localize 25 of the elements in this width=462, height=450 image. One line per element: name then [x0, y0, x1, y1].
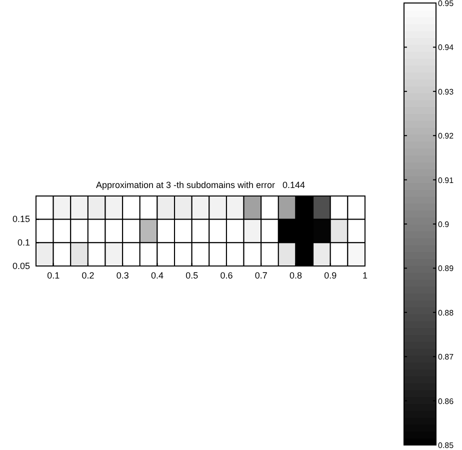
x-tick-label: 0.4	[150, 270, 164, 280]
y-tick-label: 0.05	[12, 260, 30, 271]
x-tick-label: 0.9	[324, 270, 337, 280]
color-bar-label: 0.85	[438, 441, 454, 450]
color-bar-label: 0.88	[438, 308, 454, 318]
x-tick-label: 0.2	[82, 270, 94, 280]
color-bar-label: 0.89	[438, 264, 454, 274]
color-bar-label: 0.92	[438, 132, 454, 141]
x-tick-label: 0.1	[47, 270, 60, 280]
x-tick-label: 0.7	[254, 270, 268, 280]
x-tick-label: 0.6	[220, 270, 233, 280]
chart-title: Approximation at 3 -th subdomains with error 0.144	[96, 180, 306, 190]
color-bar-label: 0.95	[438, 0, 454, 8]
color-bar-label: 0.94	[438, 43, 454, 52]
color-bar-label: 0.86	[438, 396, 454, 406]
x-tick-label: 1	[362, 270, 368, 280]
color-bar-label: 0.93	[438, 87, 454, 96]
color-bar-label: 0.91	[438, 176, 454, 185]
color-bar-label: 0.87	[438, 352, 454, 362]
x-tick-label: 0.3	[116, 270, 129, 280]
x-tick-label: 0.8	[289, 270, 302, 280]
y-tick-label: 0.15	[12, 214, 30, 224]
y-tick-label: 0.1	[17, 238, 30, 248]
x-tick-label: 0.5	[186, 270, 198, 280]
color-bar-label: 0.9	[438, 220, 450, 229]
